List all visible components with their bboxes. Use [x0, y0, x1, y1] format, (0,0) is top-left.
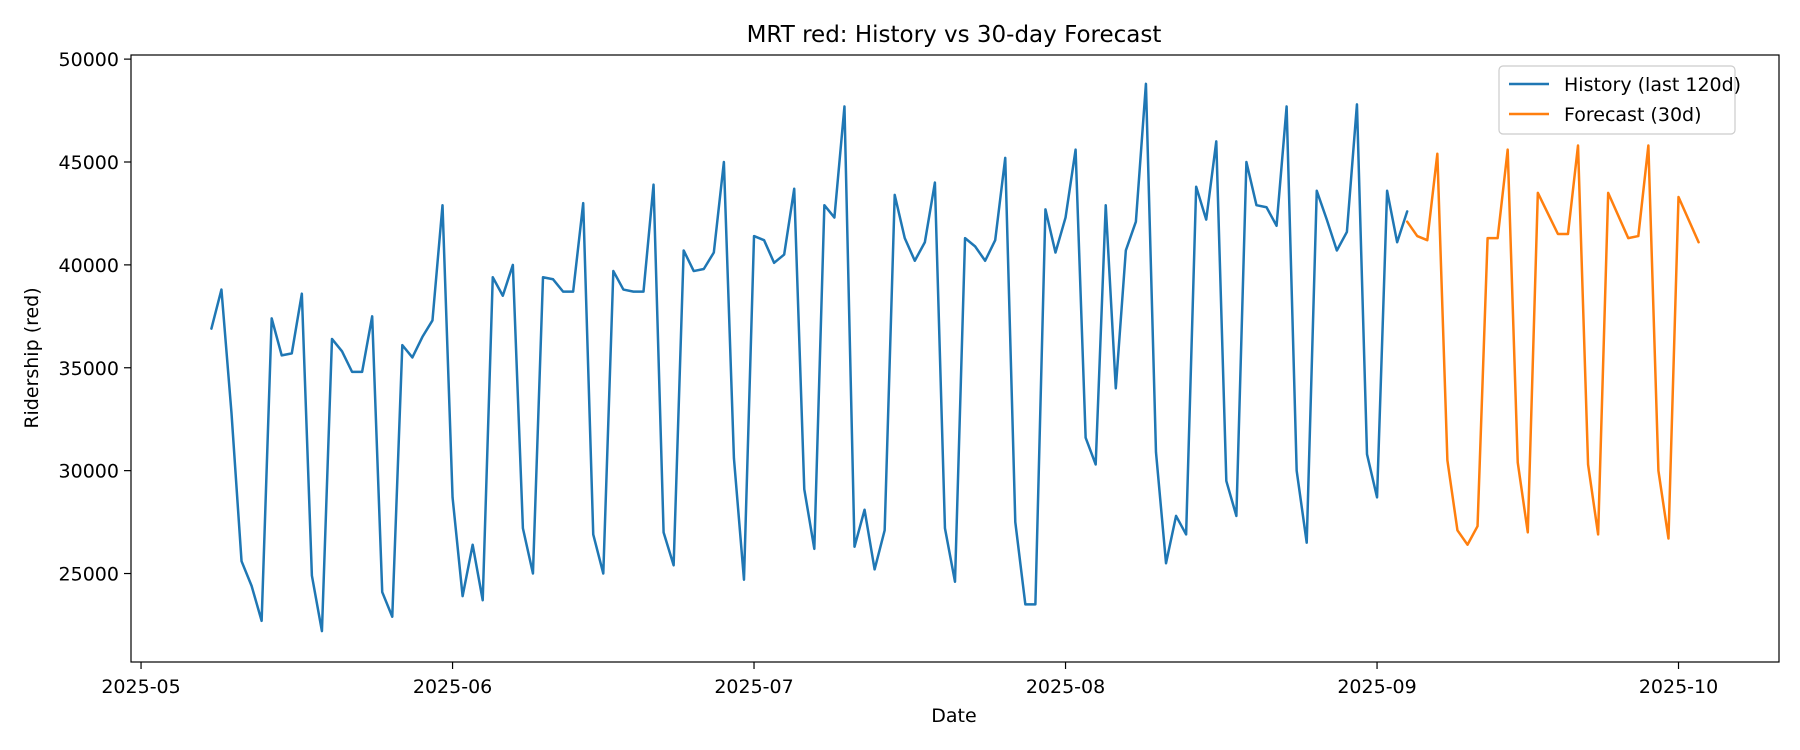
series-layer [210, 82, 1700, 633]
legend-label-forecast: Forecast (30d) [1564, 104, 1702, 126]
x-tick-label: 2025-10 [1639, 676, 1718, 698]
y-axis: 25000 30000 35000 40000 45000 50000 [59, 49, 131, 586]
series-line-forecast [1405, 144, 1700, 546]
x-tick-label: 2025-06 [413, 676, 492, 698]
y-tick-label: 25000 [59, 564, 119, 586]
y-axis-title: Ridership (red) [21, 287, 43, 428]
x-tick-label: 2025-09 [1337, 676, 1416, 698]
y-tick-label: 40000 [59, 255, 119, 277]
legend: History (last 120d) Forecast (30d) [1498, 65, 1741, 135]
y-tick-label: 35000 [59, 358, 119, 380]
series-line-history [210, 82, 1409, 633]
x-tick-label: 2025-08 [1026, 676, 1105, 698]
legend-label-history: History (last 120d) [1564, 74, 1741, 96]
legend-box [1498, 65, 1736, 135]
y-tick-label: 45000 [59, 152, 119, 174]
y-tick-label: 30000 [59, 461, 119, 483]
chart-title: MRT red: History vs 30-day Forecast [747, 22, 1162, 48]
x-axis: 2025-05 2025-06 2025-07 2025-08 2025-09 2025-… [101, 662, 1718, 698]
y-tick-label: 50000 [59, 49, 119, 71]
x-axis-title: Date [931, 705, 976, 727]
plot-area-frame [130, 54, 1780, 663]
x-tick-label: 2025-07 [714, 676, 793, 698]
x-tick-label: 2025-05 [101, 676, 180, 698]
